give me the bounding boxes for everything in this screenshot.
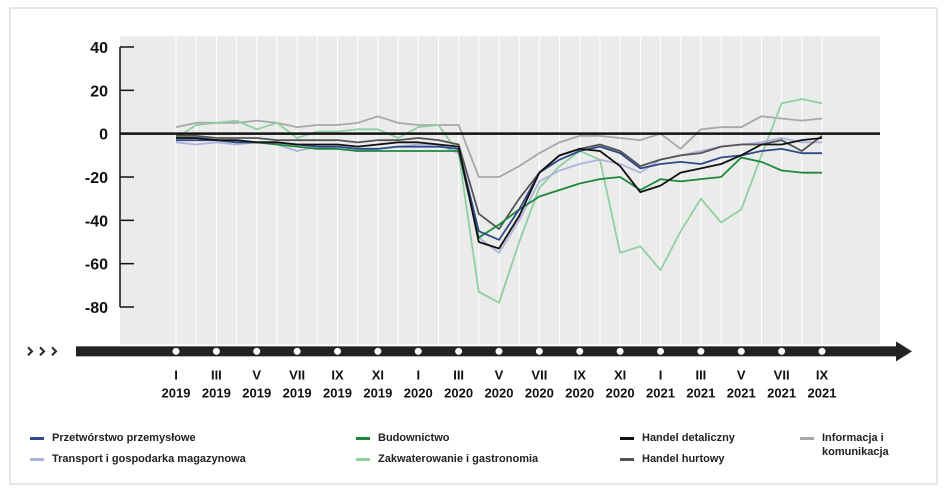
plot-background [120,36,880,345]
x-tick-dot [334,347,341,355]
x-tick-label: 2020 [444,385,473,400]
x-tick-label: XI [614,367,626,382]
axis-chevron [39,346,46,357]
x-tick-label: 2019 [202,385,231,400]
x-tick-label: V [737,367,746,382]
legend-label: Transport i gospodarka magazynowa [52,453,246,465]
x-tick-label: 2021 [808,385,837,400]
series-line [176,137,823,250]
legend-item: Informacja i komunikacja [800,431,932,459]
axis-chevron [51,346,58,357]
x-tick-dot [293,347,301,355]
y-tick-label: 0 [99,127,108,144]
x-tick-label: 2021 [646,385,675,400]
y-tick-label: -60 [85,257,108,274]
x-tick-label: I [174,367,178,382]
legend-label: Handel hurtowy [642,453,725,465]
x-tick-label: 2020 [485,385,514,400]
x-tick-label: 2020 [404,385,433,400]
legend-swatch [30,458,44,461]
series-line [176,137,822,239]
x-tick-dot [414,347,422,355]
x-tick-dot [818,347,826,355]
x-tick-label: V [252,367,261,382]
x-tick-dot [576,347,584,355]
x-tick-label: V [495,367,504,382]
legend-label: Informacja i komunikacja [822,432,889,458]
x-tick-label: I [659,367,663,382]
x-tick-label: III [453,367,464,382]
x-tick-dot [253,347,261,355]
legend-swatch [356,458,370,461]
legend-item: Handel detaliczny [620,431,752,445]
y-tick-label: -40 [85,213,108,230]
x-tick-label: 2020 [565,385,594,400]
y-tick-label: -80 [85,300,108,317]
series-line [175,115,823,178]
legend-label: Budownictwo [378,432,450,444]
y-tick-label: 40 [90,40,108,57]
x-tick-dot [535,347,543,355]
x-tick-label: IX [816,367,829,382]
x-tick-label: 2020 [606,385,635,400]
x-tick-label: 2020 [525,385,554,400]
x-tick-label: XI [372,367,384,382]
legend-label: Handel detaliczny [642,432,735,444]
x-tick-dot [697,347,705,355]
legend-swatch [356,437,370,440]
legend-swatch [800,437,814,440]
legend-item: Handel hurtowy [620,452,752,466]
x-tick-dot [455,347,463,355]
x-tick-dot [172,347,180,355]
axis-chevron [27,346,34,357]
x-tick-dot [737,347,745,355]
x-tick-label: IX [331,367,344,382]
legend-swatch [30,437,44,440]
x-axis-arrow [896,341,912,362]
legend-label: Przetwórstwo przemysłowe [52,432,196,444]
x-tick-label: 2021 [767,385,796,400]
legend-label: Zakwaterowanie i gastronomia [378,453,539,465]
x-tick-label: I [416,367,420,382]
x-tick-dot [616,347,624,355]
x-tick-dot [657,347,664,355]
frame [9,7,938,485]
x-axis [76,346,898,357]
x-tick-dot [495,347,503,355]
legend-item: Zakwaterowanie i gastronomia [356,452,618,466]
x-tick-label: 2021 [686,385,715,400]
x-tick-label: 2019 [363,385,392,400]
legend-item: Transport i gospodarka magazynowa [30,452,292,466]
x-tick-label: III [695,367,706,382]
series-line [175,98,823,304]
x-tick-label: III [211,367,222,382]
legend-swatch [620,437,634,440]
legend-swatch [620,458,634,461]
x-tick-dot [374,347,382,355]
legend-item: Przetwórstwo przemysłowe [30,431,292,445]
y-tick-label: 20 [90,83,108,100]
x-tick-label: 2021 [727,385,756,400]
series-line [176,134,823,230]
x-tick-label: 2019 [283,385,312,400]
x-tick-label: VII [531,367,547,382]
x-tick-label: VII [289,367,305,382]
x-tick-label: 2019 [323,385,352,400]
x-tick-label: VII [774,367,790,382]
y-tick-label: -20 [85,170,108,187]
legend-item: Budownictwo [356,431,488,445]
x-tick-label: IX [574,367,587,382]
x-tick-dot [778,347,786,355]
x-tick-dot [212,347,220,355]
x-tick-label: 2019 [162,385,191,400]
x-tick-label: 2019 [242,385,271,400]
